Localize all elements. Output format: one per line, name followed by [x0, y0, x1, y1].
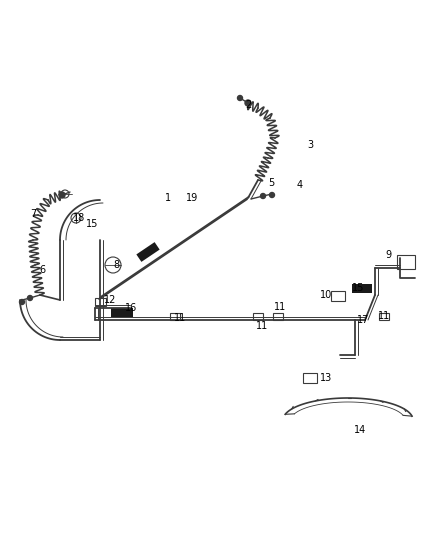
Text: 10: 10 — [320, 290, 332, 300]
Circle shape — [20, 300, 25, 304]
Bar — [253, 312, 263, 319]
Bar — [303, 373, 317, 383]
Text: 19: 19 — [186, 193, 198, 203]
Text: 17: 17 — [357, 315, 369, 325]
Bar — [95, 298, 106, 306]
Text: 5: 5 — [268, 178, 274, 188]
Text: 15: 15 — [86, 219, 98, 229]
Bar — [273, 312, 283, 319]
Text: 7: 7 — [30, 209, 36, 219]
Text: 9: 9 — [385, 250, 391, 260]
Bar — [136, 242, 159, 262]
Text: 11: 11 — [174, 313, 186, 323]
Text: 1: 1 — [165, 193, 171, 203]
Text: 14: 14 — [354, 425, 366, 435]
Circle shape — [269, 192, 275, 198]
Text: 4: 4 — [297, 180, 303, 190]
Text: 18: 18 — [73, 213, 85, 223]
Bar — [352, 284, 372, 293]
Text: 15: 15 — [352, 283, 364, 293]
Bar — [111, 308, 133, 317]
Circle shape — [237, 95, 243, 101]
Text: 16: 16 — [125, 303, 137, 313]
Text: 8: 8 — [113, 260, 119, 270]
Bar — [397, 255, 415, 269]
Circle shape — [59, 192, 65, 198]
Text: 11: 11 — [378, 311, 390, 321]
Bar — [379, 312, 389, 319]
Bar — [331, 291, 345, 301]
Bar — [170, 312, 180, 319]
Circle shape — [261, 193, 265, 198]
Text: 6: 6 — [39, 265, 45, 275]
Text: 3: 3 — [307, 140, 313, 150]
Text: 11: 11 — [274, 302, 286, 312]
Text: 13: 13 — [320, 373, 332, 383]
Text: 2: 2 — [245, 100, 251, 110]
Circle shape — [245, 100, 251, 106]
Text: 11: 11 — [256, 321, 268, 331]
Text: 12: 12 — [104, 295, 116, 305]
Circle shape — [28, 295, 32, 301]
